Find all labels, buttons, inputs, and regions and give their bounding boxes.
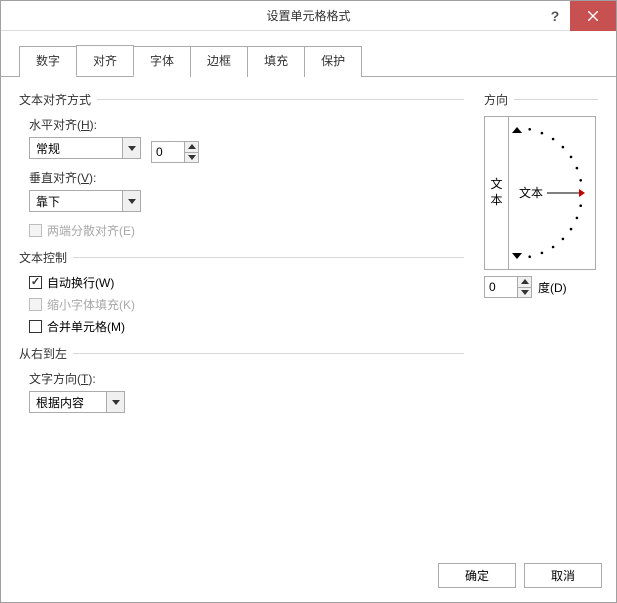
horizontal-align-label: 水平对齐(H): <box>29 116 464 133</box>
ok-button[interactable]: 确定 <box>438 563 516 588</box>
divider <box>97 99 464 100</box>
orientation-vertical-text[interactable]: 文 本 <box>485 117 509 269</box>
group-legend-rtl: 从右到左 <box>19 345 71 362</box>
orientation-dial[interactable]: 文本 <box>509 117 595 269</box>
text-direction-select[interactable]: 根据内容 <box>29 391 125 413</box>
close-icon <box>588 11 598 21</box>
justify-distributed-label: 两端分散对齐(E) <box>47 222 135 239</box>
vertical-align-value: 靠下 <box>36 193 60 210</box>
orientation-group: 方向 文 本 <box>484 91 598 298</box>
tab-font[interactable]: 字体 <box>133 46 191 77</box>
shrink-to-fit-checkbox <box>29 298 42 311</box>
horizontal-align-select[interactable]: 常规 <box>29 137 141 159</box>
indent-spin-down[interactable] <box>185 153 198 163</box>
merge-cells-label: 合并单元格(M) <box>47 318 125 335</box>
degree-spinner[interactable] <box>484 276 532 298</box>
chevron-down-icon <box>122 191 140 211</box>
degree-spin-up[interactable] <box>518 277 531 288</box>
tab-border[interactable]: 边框 <box>190 46 248 77</box>
text-control-group: 文本控制 自动换行(W) 缩小字体填充(K) 合并单元格(M) <box>19 249 464 335</box>
degree-spin-down[interactable] <box>518 288 531 298</box>
vertical-align-label: 垂直对齐(V): <box>29 169 464 186</box>
merge-cells-checkbox[interactable] <box>29 320 42 333</box>
left-column: 文本对齐方式 水平对齐(H): 常规 缩进(I): <box>19 91 464 413</box>
group-legend-text-control: 文本控制 <box>19 249 71 266</box>
dialog-buttons: 确定 取消 <box>438 563 602 588</box>
window-controls: ? <box>540 1 616 31</box>
tab-number[interactable]: 数字 <box>19 46 77 77</box>
indent-spinner[interactable] <box>151 141 199 163</box>
divider <box>514 99 598 100</box>
help-button[interactable]: ? <box>540 1 570 31</box>
cancel-button[interactable]: 取消 <box>524 563 602 588</box>
orientation-dial-svg: 文本 <box>509 117 595 269</box>
vertical-align-select[interactable]: 靠下 <box>29 190 141 212</box>
tab-alignment[interactable]: 对齐 <box>76 45 134 76</box>
tab-protection[interactable]: 保护 <box>304 46 362 77</box>
tab-content: 文本对齐方式 水平对齐(H): 常规 缩进(I): <box>1 77 616 577</box>
group-legend-orientation: 方向 <box>484 91 512 108</box>
tab-fill[interactable]: 填充 <box>247 46 305 77</box>
dialog-title: 设置单元格格式 <box>266 7 350 24</box>
text-direction-value: 根据内容 <box>36 394 84 411</box>
degree-label: 度(D) <box>538 279 567 296</box>
rtl-group: 从右到左 文字方向(T): 根据内容 <box>19 345 464 413</box>
text-alignment-group: 文本对齐方式 水平对齐(H): 常规 缩进(I): <box>19 91 464 239</box>
shrink-to-fit-label: 缩小字体填充(K) <box>47 296 135 313</box>
wrap-text-checkbox[interactable] <box>29 276 42 289</box>
degree-input[interactable] <box>485 277 517 297</box>
titlebar: 设置单元格格式 ? <box>1 1 616 31</box>
divider <box>73 257 464 258</box>
indent-input[interactable] <box>152 142 184 162</box>
justify-distributed-checkbox <box>29 224 42 237</box>
svg-text:文本: 文本 <box>519 185 543 200</box>
text-direction-label: 文字方向(T): <box>29 370 464 387</box>
horizontal-align-value: 常规 <box>36 140 60 157</box>
group-legend-alignment: 文本对齐方式 <box>19 91 95 108</box>
chevron-down-icon <box>122 138 140 158</box>
format-cells-dialog: 设置单元格格式 ? 数字 对齐 字体 边框 填充 保护 文本对齐方式 水平对齐(… <box>0 0 617 603</box>
chevron-down-icon <box>106 392 124 412</box>
orientation-box[interactable]: 文 本 <box>484 116 596 270</box>
close-button[interactable] <box>570 1 616 31</box>
tab-bar: 数字 对齐 字体 边框 填充 保护 <box>1 31 616 77</box>
divider <box>73 353 464 354</box>
indent-spin-up[interactable] <box>185 142 198 153</box>
wrap-text-label: 自动换行(W) <box>47 274 114 291</box>
